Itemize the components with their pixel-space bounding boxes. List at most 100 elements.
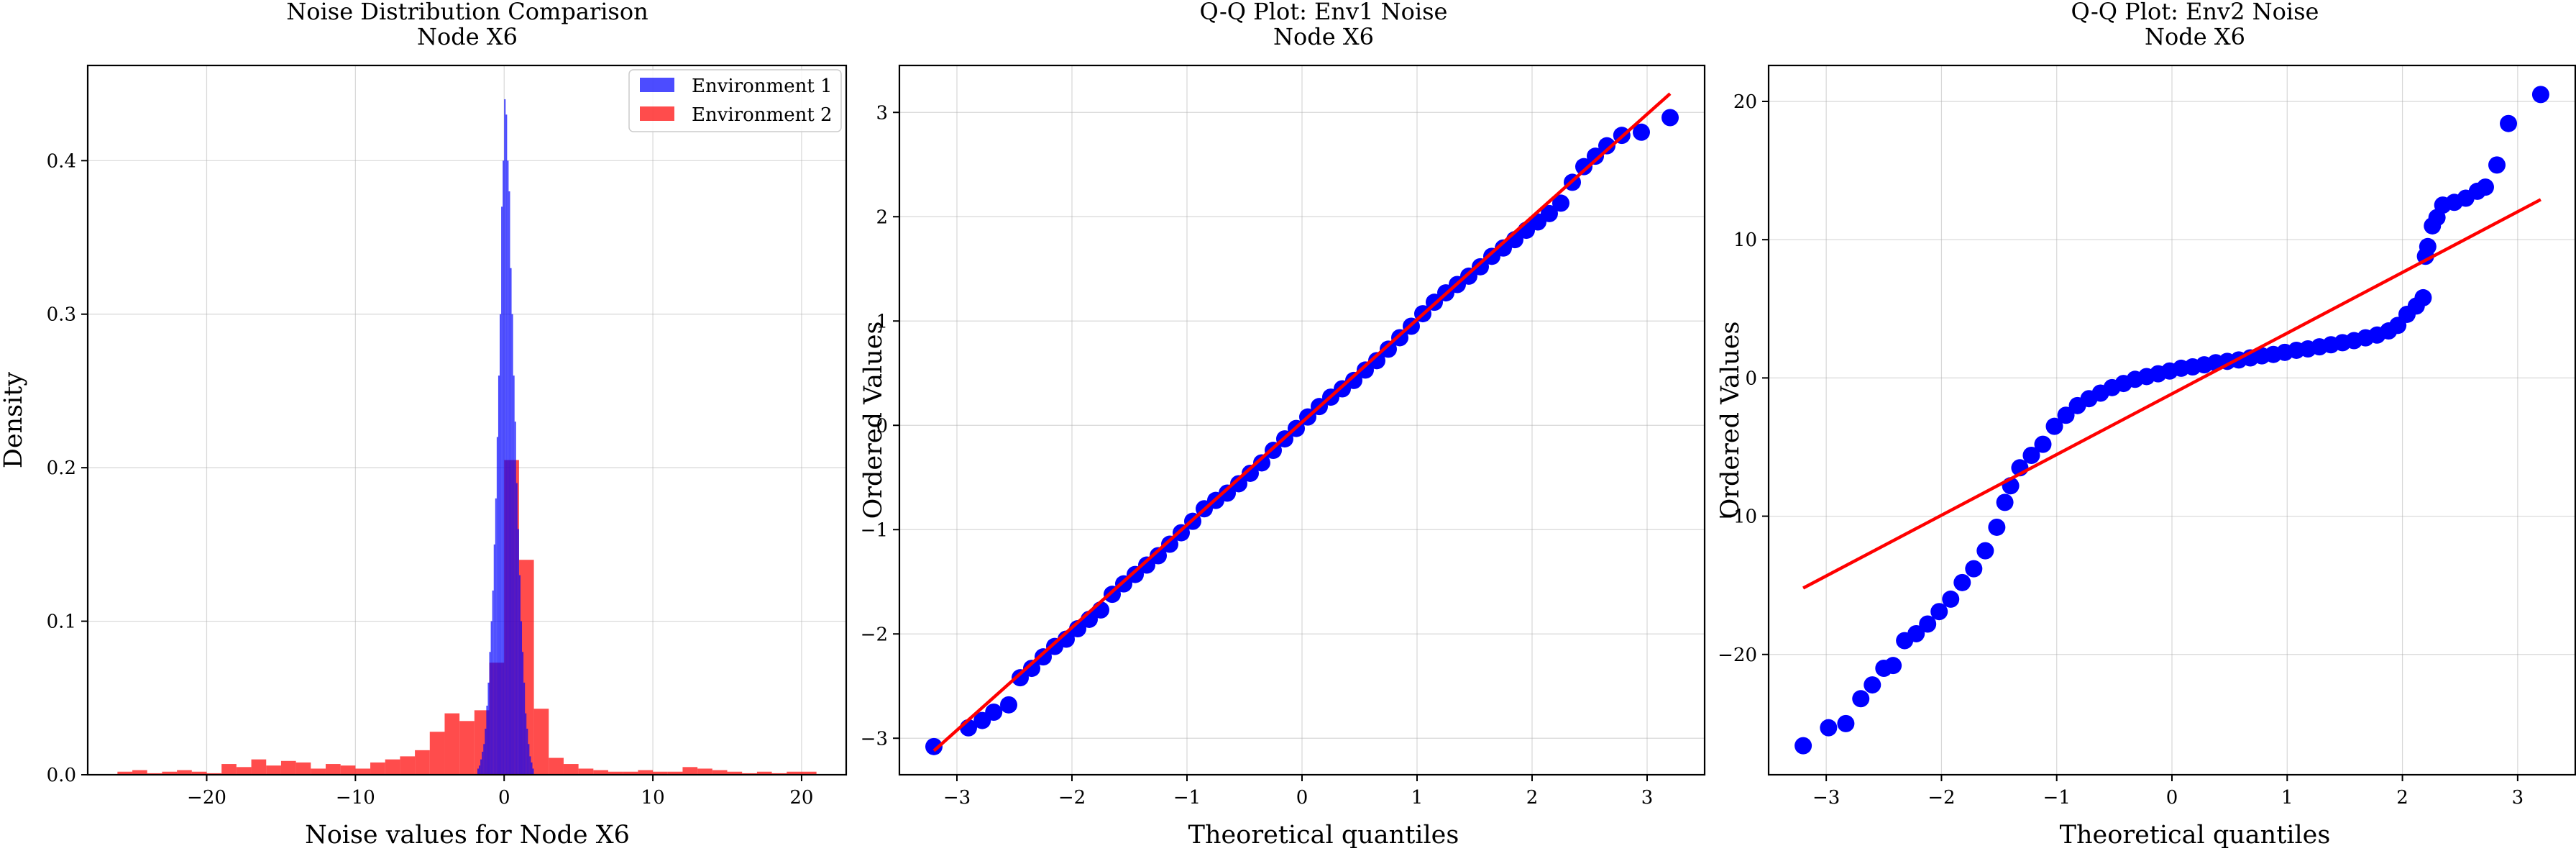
histogram-bar-env2 <box>251 759 267 775</box>
qq-point <box>2500 114 2518 132</box>
histogram-bar-env1 <box>501 206 503 775</box>
x-tick-label: −10 <box>336 787 375 809</box>
qq-env2-grid <box>1769 65 2575 775</box>
histogram-bar-env1 <box>513 376 515 775</box>
histogram-bar-env1 <box>520 621 523 775</box>
histogram-bar-env1 <box>495 498 497 775</box>
qq-point <box>1150 547 1167 565</box>
qq-point <box>1953 573 1971 591</box>
qq-point <box>1587 147 1604 165</box>
qq-point <box>1965 560 1983 578</box>
histogram-bar-env1 <box>483 744 485 775</box>
qq-point <box>1837 714 1855 732</box>
qq-point <box>1919 615 1937 633</box>
qq-point <box>1345 371 1362 389</box>
histogram-bar-env1 <box>518 575 521 775</box>
histogram-bar-env1 <box>522 652 524 775</box>
histogram-bar-env1 <box>503 160 505 775</box>
y-tick-label: −1 <box>861 519 888 541</box>
x-tick-label: −2 <box>1928 787 1955 809</box>
qq-point <box>1161 535 1178 553</box>
histogram-bar-env2 <box>295 762 311 775</box>
qq-point <box>1127 565 1144 583</box>
histogram-bar-env2 <box>400 756 416 775</box>
histogram-bar-env2 <box>266 765 281 775</box>
qq-point <box>1942 590 1960 608</box>
qq-reference-line <box>932 92 1672 752</box>
qq-point <box>1012 669 1029 687</box>
histogram-bar-env2 <box>221 764 237 775</box>
x-tick-label: 0 <box>2166 787 2178 809</box>
histogram-bar-env1 <box>486 705 488 775</box>
x-tick-label: 10 <box>641 787 665 809</box>
qq-point <box>1598 137 1615 155</box>
qq-point <box>1380 340 1397 358</box>
histogram-bar-env2 <box>727 771 743 775</box>
histogram-bar-env1 <box>507 160 509 775</box>
y-tick-label: 1 <box>876 311 888 332</box>
qq-point <box>2531 86 2549 104</box>
qq-point <box>1976 542 1994 560</box>
histogram-bar-env2 <box>177 770 192 775</box>
qq-point <box>1552 194 1569 212</box>
x-tick-label: 2 <box>2396 787 2408 809</box>
qq-point <box>1884 657 1902 675</box>
qq-point <box>2476 178 2494 196</box>
histogram-bar-env1 <box>529 756 531 775</box>
histogram-subtitle: Node X6 <box>417 23 518 50</box>
histogram-bar-env1 <box>531 762 533 775</box>
x-tick-label: −20 <box>187 787 226 809</box>
x-tick-label: 0 <box>498 787 510 809</box>
legend-label-env2: Environment 2 <box>692 104 833 126</box>
qq-env2-panel: Q-Q Plot: Env2 Noise Node X6 −3 −2 −1 0 1 2 3−… <box>1716 0 2576 850</box>
histogram-bar-env2 <box>459 721 475 775</box>
histogram-bar-env1 <box>496 437 498 775</box>
histogram-bar-env2 <box>787 771 802 775</box>
histogram-bar-env1 <box>490 621 492 775</box>
histogram-bar-env1 <box>500 314 502 775</box>
legend-label-env1: Environment 1 <box>692 76 833 97</box>
histogram-bar-env1 <box>487 682 490 775</box>
y-tick-label: 0.2 <box>47 458 76 479</box>
histogram-bar-env2 <box>638 770 654 775</box>
x-tick-label: 20 <box>789 787 813 809</box>
histogram-bar-env1 <box>528 744 530 775</box>
qq-env1-xlabel: Theoretical quantiles <box>1188 821 1459 850</box>
histogram-title: Noise Distribution Comparison <box>286 0 648 25</box>
qq-point <box>1138 556 1155 574</box>
histogram-bar-env1 <box>493 544 495 775</box>
qq-env1-panel: Q-Q Plot: Env1 Noise Node X6 −3 −2 −1 0 1 2 3−… <box>859 0 1706 850</box>
legend-swatch-env1 <box>640 78 674 92</box>
histogram-bar-env2 <box>653 771 668 775</box>
qq-env2-fit-line <box>1802 198 2541 590</box>
qq-point <box>1357 361 1374 379</box>
qq-point <box>2057 406 2075 424</box>
histogram-bar-env2 <box>712 770 728 775</box>
qq-env1-ticks: −3 −2 −1 0 1 2 3 −3 −2 −1 0 1 2 3 <box>861 102 1654 809</box>
qq-env1-ylabel: Ordered Values <box>859 322 888 519</box>
histogram-bar-env1 <box>515 483 518 775</box>
qq-point <box>985 704 1003 721</box>
qq-point <box>2034 435 2052 453</box>
x-tick-label: 0 <box>1296 787 1308 809</box>
histogram-bar-env1 <box>517 529 519 775</box>
qq-point <box>1988 518 2006 536</box>
histogram-bar-env2 <box>370 762 385 775</box>
y-tick-label: 0.1 <box>47 611 76 633</box>
qq-point <box>1472 258 1489 276</box>
qq-point <box>2414 288 2432 306</box>
histogram-bar-env2 <box>563 764 579 775</box>
histogram-bar-env2 <box>667 771 683 775</box>
qq-point <box>1930 603 1948 621</box>
qq-point <box>2022 447 2040 465</box>
x-tick-label: −1 <box>1173 787 1201 809</box>
legend-frame <box>628 69 842 132</box>
y-tick-label: 20 <box>1733 91 1757 113</box>
x-tick-label: 1 <box>2281 787 2293 809</box>
y-tick-label: −3 <box>861 728 888 750</box>
qq-point <box>925 737 943 755</box>
qq-env2-title: Q-Q Plot: Env2 Noise <box>2071 0 2319 25</box>
histogram-bar-env2 <box>533 709 549 775</box>
qq-point <box>2045 417 2063 435</box>
